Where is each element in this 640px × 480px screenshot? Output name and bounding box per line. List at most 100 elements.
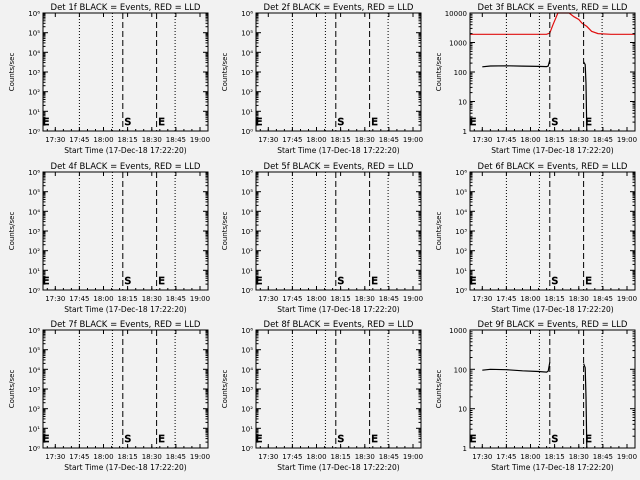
y-tick-label: 10⁶ bbox=[241, 169, 253, 177]
y-tick-label: 10³ bbox=[28, 386, 40, 394]
end-marker-label: E bbox=[371, 434, 377, 445]
x-axis-label: Start Time (17-Dec-18 17:22:20) bbox=[491, 146, 613, 155]
y-tick-label: 10⁴ bbox=[28, 366, 40, 374]
x-tick-label: 18:00 bbox=[520, 136, 540, 144]
x-tick-label: 17:30 bbox=[258, 136, 278, 144]
x-tick-label: 19:00 bbox=[403, 295, 423, 303]
x-tick-label: 17:45 bbox=[496, 136, 516, 144]
y-tick-label: 10⁰ bbox=[28, 128, 40, 136]
x-tick-label: 18:15 bbox=[118, 295, 138, 303]
y-tick-label: 10¹ bbox=[455, 267, 467, 275]
x-tick-label: 19:00 bbox=[190, 136, 210, 144]
x-tick-label: 18:30 bbox=[355, 295, 375, 303]
y-axis-label: Counts/sec bbox=[221, 370, 229, 409]
x-tick-label: 17:45 bbox=[496, 453, 516, 461]
left-edge-label: E bbox=[43, 276, 49, 287]
start-marker-label: S bbox=[552, 434, 558, 445]
x-tick-label: 19:00 bbox=[403, 136, 423, 144]
start-marker-label: S bbox=[552, 117, 558, 128]
x-tick-label: 17:45 bbox=[282, 136, 302, 144]
left-edge-label: E bbox=[43, 434, 49, 445]
left-edge-label: E bbox=[256, 434, 262, 445]
end-marker-label: E bbox=[158, 276, 164, 287]
x-tick-label: 19:00 bbox=[190, 295, 210, 303]
end-marker-label: E bbox=[585, 276, 591, 287]
x-tick-label: 18:45 bbox=[166, 136, 186, 144]
x-tick-label: 18:00 bbox=[520, 295, 540, 303]
y-tick-label: 10⁰ bbox=[241, 445, 253, 453]
panel-title: Det 4f BLACK = Events, RED = LLD bbox=[51, 162, 201, 172]
y-tick-label: 10⁶ bbox=[241, 327, 253, 335]
x-tick-label: 17:45 bbox=[69, 136, 89, 144]
plot-frame bbox=[469, 329, 636, 449]
y-tick-label: 10⁶ bbox=[28, 10, 40, 18]
end-marker-label: E bbox=[585, 117, 591, 128]
x-tick-label: 18:45 bbox=[593, 295, 613, 303]
panel-8: Det 8f BLACK = Events, RED = LLD Start Ti… bbox=[221, 320, 423, 472]
y-axis-label: Counts/sec bbox=[8, 370, 16, 409]
end-marker-label: E bbox=[585, 434, 591, 445]
y-tick-label: 10000 bbox=[445, 10, 467, 18]
y-tick-label: 1000 bbox=[449, 327, 467, 335]
y-tick-label: 100 bbox=[454, 69, 467, 77]
panel-7: Det 7f BLACK = Events, RED = LLD Start Ti… bbox=[8, 320, 210, 472]
y-tick-label: 10³ bbox=[455, 228, 467, 236]
x-tick-label: 19:00 bbox=[617, 295, 637, 303]
x-tick-label: 18:45 bbox=[593, 136, 613, 144]
left-edge-label: E bbox=[470, 276, 476, 287]
events-series-line bbox=[583, 61, 588, 132]
y-tick-label: 10⁴ bbox=[28, 208, 40, 216]
panel-5: Det 5f BLACK = Events, RED = LLD Start Ti… bbox=[221, 162, 423, 314]
y-tick-label: 10¹ bbox=[241, 108, 253, 116]
y-tick-label: 10² bbox=[241, 406, 253, 414]
x-tick-label: 18:45 bbox=[379, 295, 399, 303]
x-tick-label: 18:30 bbox=[355, 136, 375, 144]
y-tick-label: 10 bbox=[458, 406, 467, 414]
x-tick-label: 17:45 bbox=[496, 295, 516, 303]
y-tick-label: 10² bbox=[455, 248, 467, 256]
y-axis-label: Counts/sec bbox=[8, 53, 16, 92]
y-tick-label: 10⁶ bbox=[28, 327, 40, 335]
x-tick-label: 18:45 bbox=[593, 453, 613, 461]
panel-title: Det 8f BLACK = Events, RED = LLD bbox=[264, 320, 414, 330]
x-tick-label: 17:30 bbox=[472, 295, 492, 303]
y-tick-label: 10² bbox=[28, 248, 40, 256]
x-tick-label: 18:15 bbox=[331, 295, 351, 303]
x-axis-label: Start Time (17-Dec-18 17:22:20) bbox=[64, 305, 186, 314]
y-tick-label: 10⁵ bbox=[241, 189, 253, 197]
x-tick-label: 18:45 bbox=[166, 453, 186, 461]
panel-3: Det 3f BLACK = Events, RED = LLD Start Ti… bbox=[435, 3, 637, 155]
x-tick-label: 18:30 bbox=[142, 295, 162, 303]
y-tick-label: 100 bbox=[454, 366, 467, 374]
x-tick-label: 17:45 bbox=[282, 453, 302, 461]
panel-9: Det 9f BLACK = Events, RED = LLD Start Ti… bbox=[435, 320, 637, 472]
y-tick-label: 10 bbox=[458, 99, 467, 107]
events-series-line bbox=[482, 362, 551, 373]
y-axis-label: Counts/sec bbox=[435, 53, 443, 92]
y-tick-label: 1000 bbox=[449, 40, 467, 48]
y-tick-label: 10³ bbox=[241, 69, 253, 77]
x-tick-label: 19:00 bbox=[190, 453, 210, 461]
y-tick-label: 10¹ bbox=[241, 267, 253, 275]
y-tick-label: 10⁵ bbox=[241, 347, 253, 355]
y-tick-label: 10³ bbox=[241, 386, 253, 394]
panel-title: Det 6f BLACK = Events, RED = LLD bbox=[478, 162, 628, 172]
start-marker-label: S bbox=[125, 117, 131, 128]
panel-4: Det 4f BLACK = Events, RED = LLD Start Ti… bbox=[8, 162, 210, 314]
x-axis-label: Start Time (17-Dec-18 17:22:20) bbox=[491, 305, 613, 314]
left-edge-label: E bbox=[256, 276, 262, 287]
left-edge-label: E bbox=[470, 434, 476, 445]
y-axis-label: Counts/sec bbox=[435, 212, 443, 251]
x-tick-label: 17:30 bbox=[472, 453, 492, 461]
panel-title: Det 3f BLACK = Events, RED = LLD bbox=[478, 3, 628, 13]
x-tick-label: 17:30 bbox=[258, 453, 278, 461]
y-tick-label: 10⁶ bbox=[28, 169, 40, 177]
y-tick-label: 10¹ bbox=[241, 425, 253, 433]
x-tick-label: 17:30 bbox=[45, 453, 65, 461]
x-tick-label: 17:45 bbox=[282, 295, 302, 303]
x-tick-label: 17:30 bbox=[472, 136, 492, 144]
panel-title: Det 1f BLACK = Events, RED = LLD bbox=[51, 3, 201, 13]
panel-2: Det 2f BLACK = Events, RED = LLD Start Ti… bbox=[221, 3, 423, 155]
end-marker-label: E bbox=[158, 434, 164, 445]
